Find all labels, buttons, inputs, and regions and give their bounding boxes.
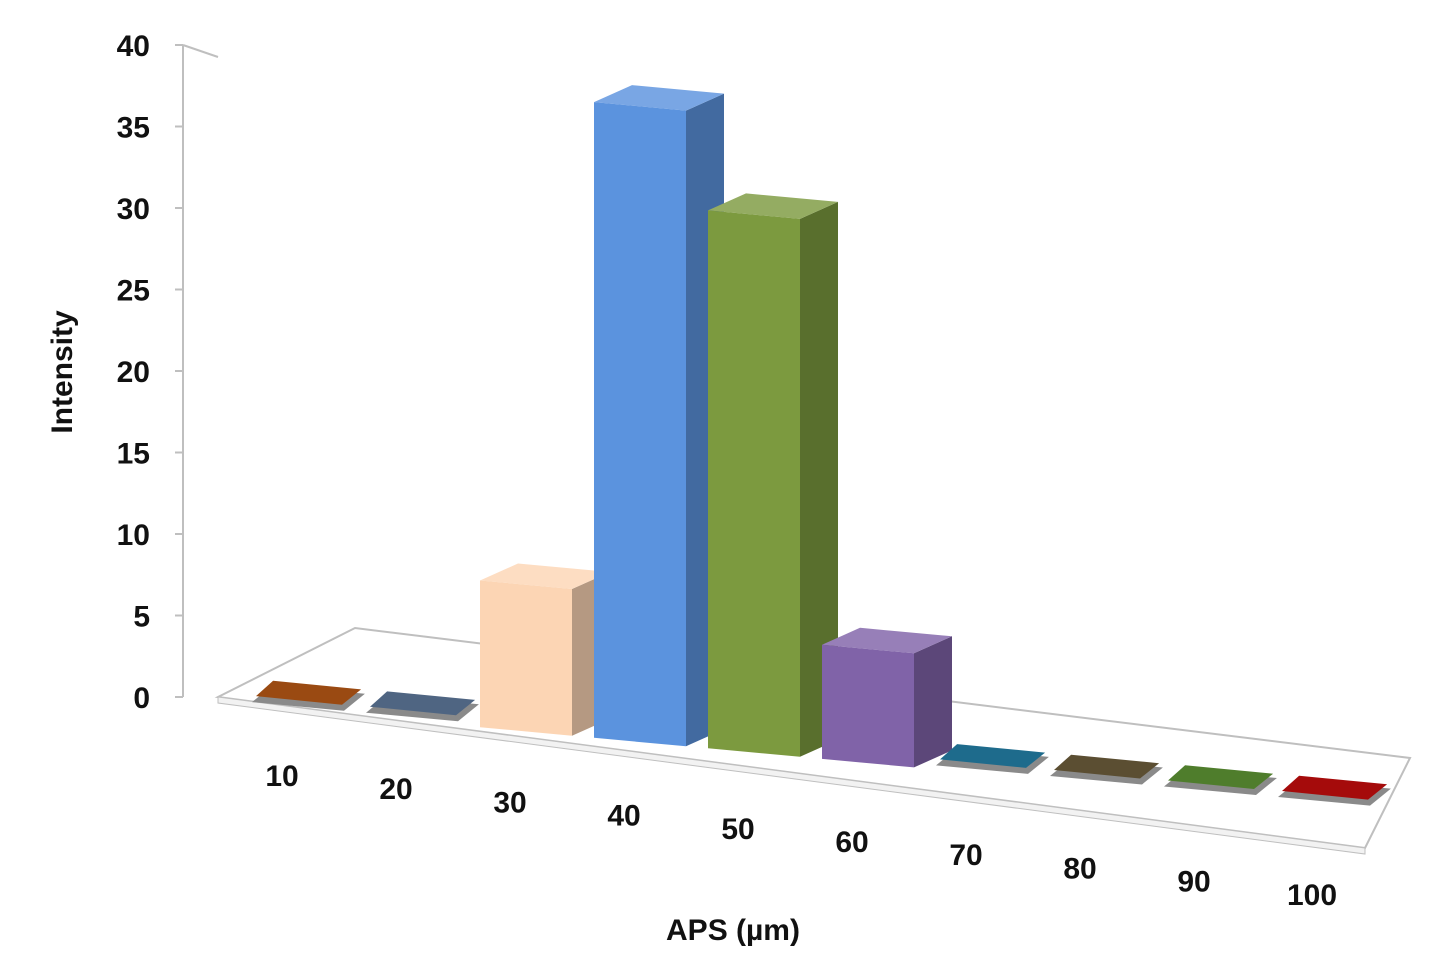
y-axis-title: Intensity xyxy=(46,310,79,434)
y-tick-label: 5 xyxy=(133,601,150,634)
bar-70 xyxy=(936,744,1049,774)
back-wall-edge xyxy=(182,44,219,58)
bar-top xyxy=(708,193,838,219)
x-tick-label: 90 xyxy=(1177,866,1210,899)
x-tick-label: 70 xyxy=(949,839,982,872)
bar-side xyxy=(800,201,838,757)
bar-80 xyxy=(1050,754,1163,785)
x-tick-labels: 10 20 30 40 50 60 70 80 90 100 xyxy=(265,760,1337,912)
bar-side xyxy=(914,636,952,768)
bar-30 xyxy=(480,563,610,736)
bar-top xyxy=(822,627,952,654)
y-tick-label: 15 xyxy=(117,438,150,471)
x-tick-label: 100 xyxy=(1287,879,1337,912)
bar-face xyxy=(370,691,476,716)
bar-front xyxy=(594,102,686,747)
x-tick-label: 80 xyxy=(1063,852,1096,885)
y-tick-label: 25 xyxy=(117,275,150,308)
x-tick-label: 40 xyxy=(607,800,640,833)
y-tick-label: 40 xyxy=(117,30,150,63)
y-tick-label: 0 xyxy=(133,682,150,715)
bar-90 xyxy=(1164,765,1277,795)
y-tick-label: 35 xyxy=(117,112,150,145)
bar-face xyxy=(1282,775,1388,800)
x-tick-label: 30 xyxy=(493,786,526,819)
y-tick-labels: 0 5 10 15 20 25 30 35 40 xyxy=(117,30,150,715)
y-axis xyxy=(175,44,219,698)
bar-face xyxy=(940,744,1046,768)
y-tick-label: 10 xyxy=(117,519,150,552)
x-axis-title: APS (µm) xyxy=(666,914,800,947)
x-tick-label: 20 xyxy=(379,773,412,806)
bar-top xyxy=(480,563,610,589)
y-tick-label: 20 xyxy=(117,356,150,389)
bar-front xyxy=(708,210,800,757)
y-tick-label: 30 xyxy=(117,193,150,226)
bar-50 xyxy=(708,193,838,757)
bar-60 xyxy=(822,627,952,768)
x-tick-label: 50 xyxy=(721,813,754,846)
bar-20 xyxy=(366,691,479,722)
x-tick-label: 60 xyxy=(835,826,868,859)
bars xyxy=(252,85,1391,806)
bar-face xyxy=(256,680,362,705)
x-tick-label: 10 xyxy=(265,760,298,793)
bar-front xyxy=(822,644,914,768)
bar-10 xyxy=(252,680,365,711)
bar-40 xyxy=(594,85,724,747)
bar-face xyxy=(1168,765,1274,789)
bar-top xyxy=(594,85,724,111)
bar-face xyxy=(1054,754,1160,779)
bar-100 xyxy=(1278,775,1391,806)
bar-front xyxy=(480,580,572,736)
floor-front-edge xyxy=(217,696,1366,855)
